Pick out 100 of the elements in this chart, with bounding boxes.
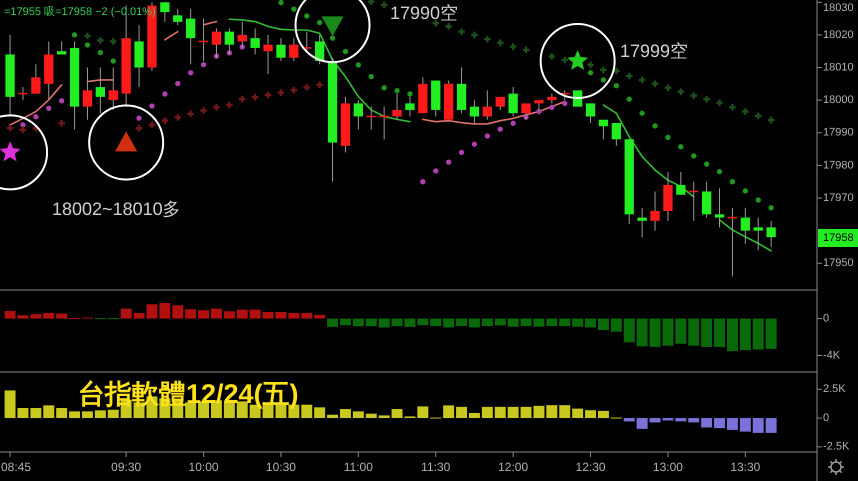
y-tick-label: 0 xyxy=(823,412,830,424)
x-tick-label: 10:00 xyxy=(188,460,219,474)
bar xyxy=(43,312,54,319)
bar xyxy=(301,312,312,319)
point xyxy=(768,205,774,210)
bar xyxy=(494,406,506,418)
point xyxy=(638,76,646,84)
point xyxy=(496,39,504,46)
bar xyxy=(30,314,42,319)
candlestick xyxy=(186,8,196,65)
candlestick xyxy=(289,38,298,62)
point xyxy=(652,123,658,129)
point xyxy=(188,70,194,76)
point xyxy=(742,188,748,194)
point xyxy=(472,142,478,147)
point xyxy=(458,150,464,155)
bar xyxy=(82,411,93,418)
bar xyxy=(508,406,519,418)
point xyxy=(317,20,322,26)
point xyxy=(394,88,400,94)
point xyxy=(729,104,736,111)
point xyxy=(303,84,310,91)
y-tick-label: 0 xyxy=(823,312,830,324)
point xyxy=(484,133,490,139)
bar xyxy=(598,410,609,418)
candlestick xyxy=(108,67,118,110)
bar xyxy=(301,404,312,418)
point xyxy=(639,110,645,116)
candlestick xyxy=(238,21,247,48)
y-tick-label: 17990 xyxy=(823,126,854,139)
bar xyxy=(4,310,16,319)
bar xyxy=(108,410,119,418)
candlestick xyxy=(18,86,28,101)
bar xyxy=(43,405,54,418)
bar xyxy=(417,406,428,418)
bar xyxy=(675,418,686,422)
bar xyxy=(456,406,468,418)
point xyxy=(742,108,749,115)
bar xyxy=(30,408,42,418)
point xyxy=(600,77,606,83)
bar xyxy=(766,418,777,433)
candlestick xyxy=(547,93,556,104)
y-tick-label: -2.5K xyxy=(823,440,850,453)
point xyxy=(84,42,90,48)
bar xyxy=(366,414,377,418)
bar xyxy=(378,318,390,328)
bar xyxy=(610,318,622,332)
point xyxy=(110,38,117,45)
candlestick xyxy=(637,207,647,238)
y-tick-label: 17970 xyxy=(823,192,854,204)
bar xyxy=(210,308,222,319)
bar xyxy=(636,318,648,346)
point xyxy=(226,102,233,108)
x-tick-label: 12:00 xyxy=(498,460,528,474)
point xyxy=(174,114,182,121)
point xyxy=(84,32,91,40)
bar xyxy=(714,418,726,428)
bar xyxy=(468,318,480,328)
point xyxy=(110,58,116,64)
bar xyxy=(314,314,326,319)
point xyxy=(200,62,206,68)
y-tick-label: 17980 xyxy=(823,159,854,172)
bar xyxy=(340,409,351,418)
bar xyxy=(378,415,390,418)
candlestick xyxy=(57,40,66,55)
point xyxy=(342,48,348,54)
point xyxy=(380,2,388,8)
bar xyxy=(392,318,403,326)
point xyxy=(382,85,387,90)
y-tick-label: 2.5K xyxy=(823,383,846,396)
point xyxy=(213,104,220,111)
point xyxy=(561,56,568,64)
point xyxy=(756,197,761,203)
y-tick-label: -4K xyxy=(823,349,841,362)
candlestick xyxy=(82,67,92,120)
point xyxy=(433,168,438,174)
candlestick xyxy=(160,2,170,22)
candlestick xyxy=(198,18,208,62)
bar xyxy=(662,318,674,346)
bar xyxy=(585,410,596,418)
bar xyxy=(533,406,544,418)
candlestick xyxy=(470,100,480,124)
point xyxy=(6,124,14,132)
point xyxy=(548,53,556,60)
point xyxy=(510,120,516,126)
point xyxy=(600,66,607,74)
candlestick xyxy=(508,86,518,117)
candlestick xyxy=(586,102,596,124)
point xyxy=(330,36,336,41)
bar xyxy=(366,318,377,326)
bar xyxy=(624,418,635,422)
point xyxy=(97,37,104,44)
point xyxy=(652,80,658,88)
candlestick xyxy=(31,64,41,94)
bar xyxy=(250,310,261,319)
bar xyxy=(650,318,661,347)
point xyxy=(368,74,374,80)
x-tick-label: 10:30 xyxy=(266,460,296,474)
candlestick xyxy=(650,190,660,232)
point xyxy=(149,103,155,109)
